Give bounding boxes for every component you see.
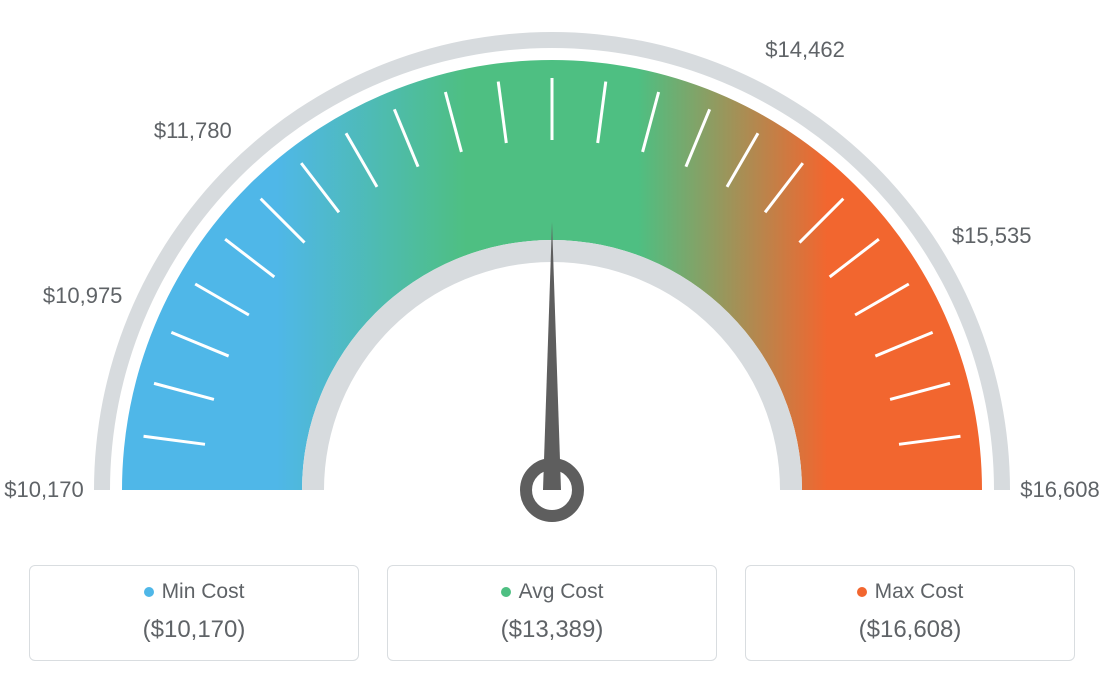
legend-value-avg: ($13,389) xyxy=(398,616,706,644)
dot-icon xyxy=(501,587,511,597)
legend-title-avg: Avg Cost xyxy=(398,580,706,604)
gauge-tick-label: $11,780 xyxy=(154,118,232,144)
gauge-chart: $10,170$10,975$11,780$13,389$14,462$15,5… xyxy=(0,0,1104,560)
legend-card-avg: Avg Cost ($13,389) xyxy=(387,565,717,661)
legend-label: Min Cost xyxy=(162,580,245,604)
gauge-tick-label: $10,170 xyxy=(4,477,84,503)
gauge-svg xyxy=(0,0,1104,560)
gauge-tick-label: $16,608 xyxy=(1020,477,1100,503)
legend-card-max: Max Cost ($16,608) xyxy=(745,565,1075,661)
legend-title-max: Max Cost xyxy=(756,580,1064,604)
gauge-tick-label: $14,462 xyxy=(765,37,845,63)
legend-label: Avg Cost xyxy=(519,580,604,604)
gauge-tick-label: $10,975 xyxy=(43,283,123,309)
legend-label: Max Cost xyxy=(875,580,964,604)
dot-icon xyxy=(144,587,154,597)
legend-title-min: Min Cost xyxy=(40,580,348,604)
legend-card-min: Min Cost ($10,170) xyxy=(29,565,359,661)
legend-row: Min Cost ($10,170) Avg Cost ($13,389) Ma… xyxy=(0,565,1104,661)
dot-icon xyxy=(857,587,867,597)
legend-value-min: ($10,170) xyxy=(40,616,348,644)
legend-value-max: ($16,608) xyxy=(756,616,1064,644)
gauge-tick-label: $15,535 xyxy=(952,223,1032,249)
